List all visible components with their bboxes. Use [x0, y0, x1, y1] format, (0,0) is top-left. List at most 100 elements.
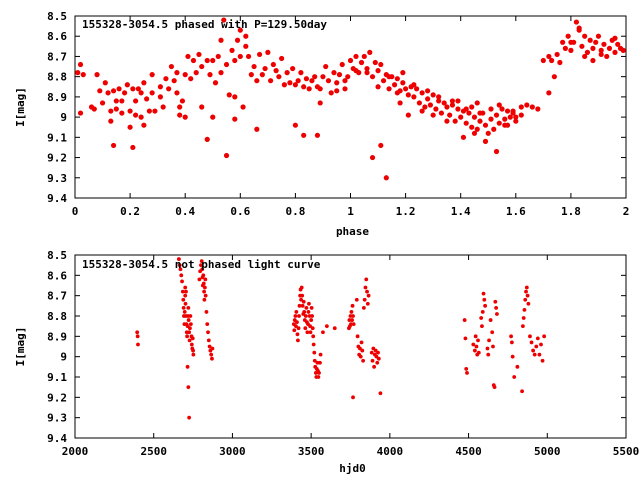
data-point	[353, 53, 359, 60]
data-point	[349, 310, 354, 314]
x-tick-label: 1.2	[396, 205, 416, 218]
data-point	[512, 375, 517, 379]
data-point	[509, 334, 513, 339]
x-tick-label: 2000	[62, 445, 89, 458]
x-tick-label: 0.6	[230, 205, 250, 218]
data-point	[331, 70, 337, 76]
data-point	[491, 126, 497, 132]
x-tick-label: 1.4	[451, 205, 471, 218]
data-point	[339, 61, 345, 68]
data-point	[124, 82, 130, 88]
data-point	[299, 285, 304, 290]
data-point	[466, 110, 472, 116]
data-point	[430, 92, 436, 98]
data-point	[305, 330, 310, 335]
data-point	[144, 96, 150, 102]
data-point	[590, 45, 596, 51]
data-point	[218, 37, 224, 43]
y-tick-label: 8.5	[47, 249, 67, 262]
data-point	[419, 108, 425, 114]
data-point	[334, 88, 340, 94]
data-point	[411, 82, 417, 88]
data-point	[127, 108, 133, 114]
data-point	[542, 334, 547, 339]
data-point	[316, 375, 321, 379]
data-point	[487, 338, 491, 343]
data-point	[477, 110, 483, 116]
data-point	[463, 336, 468, 341]
data-point	[460, 134, 467, 140]
data-point	[380, 78, 387, 84]
data-point	[152, 108, 158, 114]
data-point	[91, 106, 97, 112]
data-point	[532, 352, 537, 357]
data-point	[582, 33, 588, 39]
x-tick-label: 2	[623, 205, 630, 218]
data-point	[240, 104, 246, 110]
data-point	[477, 118, 483, 124]
data-point	[579, 43, 585, 49]
data-point	[325, 78, 332, 84]
data-point	[546, 90, 552, 96]
data-point	[188, 322, 193, 327]
data-point	[237, 53, 243, 60]
data-point	[366, 293, 371, 298]
chart-title: 155328-3054.5 phased with P=129.50day	[82, 18, 327, 31]
data-point	[425, 88, 431, 94]
x-tick-label: 0	[72, 205, 79, 218]
data-point	[248, 72, 254, 78]
data-point	[557, 59, 563, 66]
data-point	[183, 301, 188, 306]
data-point	[469, 104, 475, 110]
x-tick-label: 0.8	[285, 205, 305, 218]
data-point	[99, 100, 106, 106]
data-point	[342, 86, 348, 92]
y-tick-label: 9.2	[47, 391, 67, 404]
data-point	[539, 342, 543, 347]
data-point	[187, 415, 192, 420]
data-point	[492, 385, 497, 390]
data-point	[452, 118, 458, 124]
data-point	[400, 70, 406, 76]
data-point	[309, 305, 314, 310]
data-point	[223, 152, 230, 159]
y-tick-label: 9	[60, 111, 67, 124]
data-point	[301, 84, 307, 90]
data-point	[265, 49, 271, 56]
data-point	[312, 358, 317, 363]
data-point	[531, 348, 536, 353]
data-point	[576, 27, 582, 33]
data-point	[308, 324, 312, 329]
data-point	[378, 391, 383, 396]
data-point	[270, 61, 276, 68]
data-point	[328, 90, 334, 96]
data-point	[287, 80, 293, 86]
data-point	[188, 314, 193, 318]
y-tick-label: 8.9	[47, 91, 67, 104]
data-point	[190, 336, 195, 341]
data-point	[590, 57, 596, 64]
data-point	[302, 310, 307, 314]
y-axis-label: I[mag]	[14, 327, 27, 367]
data-point	[309, 78, 315, 84]
data-point	[205, 322, 210, 327]
data-point	[296, 326, 301, 331]
data-point	[177, 257, 181, 261]
data-point	[491, 344, 495, 349]
data-point	[187, 338, 192, 343]
data-point	[403, 86, 409, 92]
data-point	[304, 305, 309, 310]
data-point	[262, 65, 268, 72]
data-point	[483, 303, 488, 308]
phased-light-curve-panel: 0 0.2 0.4 0.6 0.8 1 1.2 1.4 1.6 1.8 2 8.5 8.6 8.7 8.8 8…	[14, 10, 629, 238]
data-point	[135, 334, 140, 339]
data-point	[584, 49, 591, 56]
data-point	[187, 330, 192, 335]
data-point	[183, 293, 188, 298]
data-point	[386, 74, 392, 80]
data-point	[400, 80, 406, 86]
data-point	[534, 344, 539, 349]
data-point	[226, 92, 232, 98]
data-point	[560, 39, 566, 45]
data-point	[598, 51, 604, 58]
